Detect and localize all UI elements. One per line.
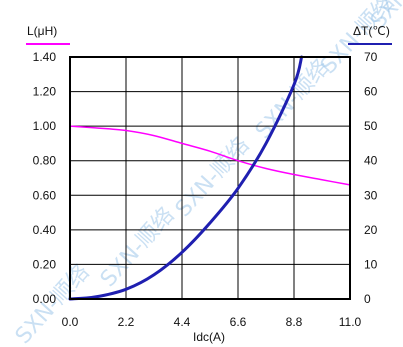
left-y-tick-label: 1.40 <box>33 50 57 64</box>
right-y-tick-label: 30 <box>364 188 378 202</box>
left-y-tick-label: 1.00 <box>33 119 57 133</box>
plot-frame <box>69 56 351 300</box>
left-y-tick-label: 1.20 <box>33 85 57 99</box>
x-tick-label: 6.6 <box>230 315 247 329</box>
series <box>68 55 351 301</box>
left-y-tick-label: 0.20 <box>33 257 57 271</box>
inductance-series-line <box>69 125 351 186</box>
right-y-tick-label: 70 <box>364 50 378 64</box>
tick-labels: 0.0 2.2 4.4 6.6 8.8 11.0 1.40 1.20 1.00 0.80 0.60 0… <box>33 50 378 329</box>
watermark-text: SXN-顺络 <box>171 133 255 222</box>
x-tick-label: 11.0 <box>339 315 362 329</box>
temperature-rise-series-line <box>68 55 304 301</box>
left-y-tick-label: 0.00 <box>33 292 57 306</box>
right-y-tick-label: 10 <box>364 257 378 271</box>
right-y-tick-label: 50 <box>364 119 378 133</box>
right-y-tick-label: 20 <box>364 223 378 237</box>
right-y-tick-label: 40 <box>364 154 378 168</box>
left-axis-title: L(μH) <box>27 24 57 38</box>
left-y-tick-label: 0.60 <box>33 188 57 202</box>
right-y-tick-label: 0 <box>364 292 371 306</box>
x-tick-label: 0.0 <box>62 315 79 329</box>
right-axis-title: ΔT(℃) <box>353 24 390 38</box>
x-axis-title: Idc(A) <box>193 330 225 344</box>
x-tick-label: 4.4 <box>174 315 191 329</box>
x-tick-label: 2.2 <box>118 315 135 329</box>
x-tick-label: 8.8 <box>286 315 303 329</box>
left-y-tick-label: 0.80 <box>33 154 57 168</box>
left-y-tick-label: 0.40 <box>33 223 57 237</box>
watermark-text: SXN-顺络 <box>96 203 180 292</box>
right-y-tick-label: 60 <box>364 85 378 99</box>
